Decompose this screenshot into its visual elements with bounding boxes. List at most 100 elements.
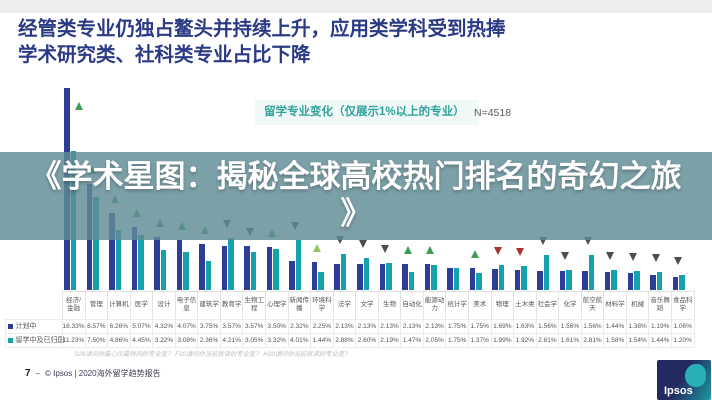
bar-planned	[221, 245, 228, 290]
value-cell: 1.63%	[513, 318, 537, 334]
banner-text-line2: 》	[340, 196, 372, 231]
trend-down-icon	[561, 252, 570, 261]
slide-footer: 7 – © Ipsos | 2020海外留学趋势报告	[25, 368, 161, 379]
value-cell: 1.92%	[513, 332, 537, 348]
category-cell: 社会学	[535, 290, 560, 320]
ipsos-logo-blob-icon	[685, 364, 706, 387]
trend-down-icon	[335, 236, 344, 245]
bar-planned	[582, 270, 588, 290]
table-corner-cell	[4, 290, 63, 320]
bar-current	[431, 264, 437, 290]
chart-title: 留学专业变化（仅展示1%以上的专业）	[255, 100, 479, 125]
category-cell: 文学	[355, 290, 379, 320]
value-cell: 5.07%	[129, 318, 154, 334]
bar-planned	[650, 275, 656, 290]
bar-current	[476, 273, 482, 290]
trend-down-icon	[538, 237, 547, 246]
category-cell: 能源动力	[422, 290, 447, 320]
trend-down-icon	[674, 257, 683, 266]
copyright-text: © Ipsos | 2020海外留学趋势报告	[45, 369, 161, 378]
value-cell: 3.75%	[197, 318, 221, 334]
trend-up-icon	[426, 245, 435, 254]
value-cell: 3.08%	[174, 332, 199, 348]
value-cell: 3.50%	[264, 318, 289, 334]
value-cell: 1.47%	[400, 332, 424, 348]
legend-swatch-icon	[7, 337, 13, 343]
value-cell: 4.21%	[219, 332, 244, 348]
value-cell: 11.23%	[61, 332, 86, 348]
bar-current	[679, 275, 685, 290]
category-cell: 设计	[152, 290, 176, 320]
value-cell: 1.37%	[467, 332, 492, 348]
ipsos-logo: Ipsos	[657, 360, 711, 400]
value-cell: 1.56%	[558, 318, 582, 334]
bar-planned	[176, 239, 183, 290]
value-cell: 2.88%	[332, 332, 357, 348]
bar-planned	[357, 263, 363, 290]
bar-planned	[627, 272, 633, 290]
bar-current	[228, 237, 234, 290]
value-cell: 3.05%	[242, 332, 266, 348]
bar-current	[138, 234, 144, 290]
category-cell: 法学	[332, 290, 357, 320]
category-cell: 计算机	[107, 290, 131, 320]
bar-planned	[469, 268, 476, 290]
value-cell: 16.33%	[61, 318, 86, 334]
bar-current	[115, 229, 122, 290]
value-cell: 2.13%	[355, 318, 379, 334]
value-cell: 1.54%	[625, 332, 650, 348]
bar-planned	[604, 272, 611, 290]
value-cell: 2.36%	[197, 332, 221, 348]
bar-planned	[131, 227, 138, 290]
trend-up-icon	[403, 245, 412, 254]
bar-current	[273, 248, 279, 290]
series-name: 留学中及已归国	[15, 337, 65, 344]
category-cell: 生物	[377, 290, 402, 320]
top-strip	[0, 0, 712, 13]
slide-title-line2: 学术研究类、社科类专业占比下降	[18, 44, 311, 67]
bar-planned	[402, 263, 408, 290]
bar-current	[521, 266, 527, 290]
value-cell: 1.44%	[310, 332, 334, 348]
value-cell: 2.25%	[310, 318, 334, 334]
value-cell: 2.19%	[377, 332, 402, 348]
bar-current	[453, 268, 460, 290]
value-cell: 1.58%	[603, 332, 627, 348]
category-cell: 教育学	[219, 290, 244, 320]
value-cell: 1.38%	[625, 318, 650, 334]
value-cell: 3.57%	[219, 318, 244, 334]
page-number: 7	[25, 368, 31, 379]
value-cell: 2.13%	[422, 318, 447, 334]
banner-text-line1: 《学术星图：揭秘全球高校热门排名的奇幻之旅	[30, 159, 682, 195]
value-cell: 4.32%	[152, 318, 176, 334]
value-cell: 1.99%	[490, 332, 515, 348]
bar-current	[656, 272, 663, 290]
value-cell: 1.44%	[648, 332, 672, 348]
chart-data-table: 经济/金融 管理 计算机 医学 设计 电子信息 建筑学 教育学 生物工程 心理学 新闻传播 环境科学法…	[4, 290, 695, 348]
bar-planned	[559, 270, 566, 290]
bar-current	[340, 254, 347, 290]
value-cell: 2.13%	[377, 318, 402, 334]
category-cell: 机械	[625, 290, 650, 320]
trend-up-icon	[471, 250, 480, 259]
bar-current	[250, 252, 257, 290]
value-cell: 1.56%	[580, 318, 605, 334]
bar-planned	[199, 243, 205, 290]
bar-planned	[672, 276, 679, 290]
value-cell: 2.05%	[422, 332, 447, 348]
category-cell: 美术	[467, 290, 492, 320]
value-cell: 1.75%	[467, 318, 492, 334]
trend-up-icon	[75, 102, 83, 110]
value-cell: 2.81%	[580, 332, 605, 348]
value-cell: 8.57%	[84, 318, 109, 334]
value-cell: 1.56%	[535, 318, 560, 334]
bar-current	[498, 265, 505, 290]
category-cell: 音乐舞蹈	[648, 290, 672, 320]
bar-current	[205, 260, 212, 290]
bar-planned	[154, 236, 160, 290]
category-cell: 食品科学	[670, 290, 695, 320]
value-cell: 7.50%	[84, 332, 109, 348]
value-cell: 3.22%	[152, 332, 176, 348]
bar-current	[634, 270, 640, 290]
value-cell: 1.61%	[558, 332, 582, 348]
